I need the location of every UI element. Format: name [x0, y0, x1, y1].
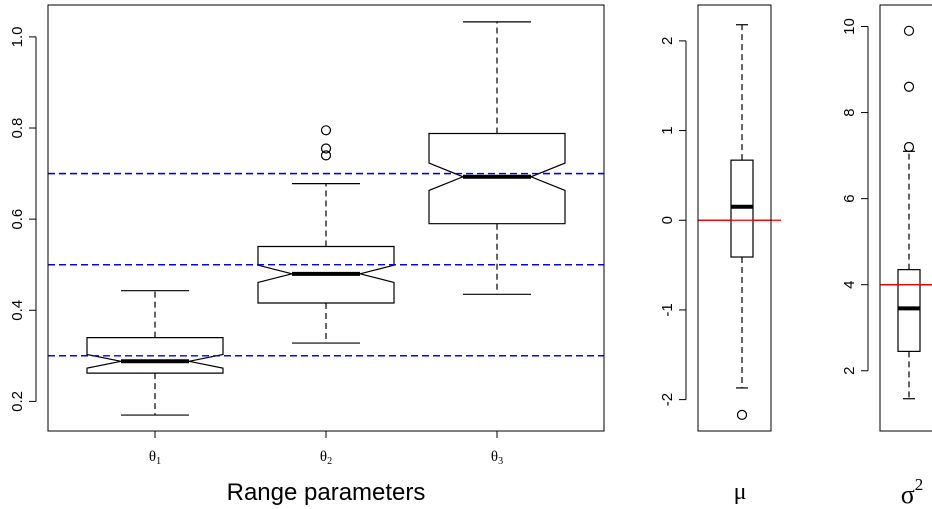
y-tick-label: 4 — [841, 281, 858, 289]
x-axis-title: Range parameters — [227, 479, 426, 506]
boxplot-box — [897, 25, 921, 400]
boxplot-box — [428, 21, 566, 295]
y-tick-label: 0.6 — [9, 209, 26, 230]
boxplot-box — [86, 290, 224, 416]
y-tick-label: 2 — [659, 37, 676, 45]
mu-panel: -2 -1 0 1 2 μ — [659, 4, 781, 505]
y-tick-label: -2 — [659, 393, 676, 406]
y-tick-label: 0.2 — [9, 391, 26, 412]
sigma-squared-axis-title: σ2 — [901, 475, 924, 509]
plot-frame — [697, 4, 772, 432]
boxplot-box — [257, 125, 395, 344]
x-tick-label: θ2 — [320, 449, 332, 467]
outlier-point — [903, 141, 915, 153]
outlier-point — [320, 143, 332, 154]
notched-box — [86, 336, 224, 374]
y-tick-label: 0 — [659, 216, 676, 224]
y-tick-label: 0.4 — [9, 300, 26, 321]
y-tick-label: 1 — [659, 126, 676, 134]
box — [897, 269, 921, 352]
x-tick-label: θ1 — [149, 449, 161, 467]
mu-axis-title: μ — [734, 479, 747, 505]
y-tick-label: 8 — [841, 108, 858, 116]
boxplot-box — [730, 24, 754, 420]
y-tick-label: 6 — [841, 194, 858, 202]
sigma-squared-panel: 2 4 6 8 10 σ2 — [841, 4, 932, 509]
y-tick-label: 10 — [841, 18, 858, 35]
y-tick-label: 1.0 — [9, 26, 26, 47]
range-parameters-panel: 0.2 0.4 0.6 0.8 1.0 θ1 θ2 θ3 Range parameters — [9, 4, 605, 506]
y-tick-label: -1 — [659, 303, 676, 316]
outlier-point — [903, 25, 915, 36]
y-tick-label: 0.8 — [9, 118, 26, 139]
outlier-point — [320, 150, 332, 161]
outlier-point — [736, 409, 748, 420]
outlier-point — [320, 125, 332, 136]
plot-frame — [879, 4, 932, 432]
outlier-point — [903, 81, 915, 92]
y-tick-label: 2 — [841, 367, 858, 375]
x-tick-label: θ3 — [491, 449, 503, 467]
